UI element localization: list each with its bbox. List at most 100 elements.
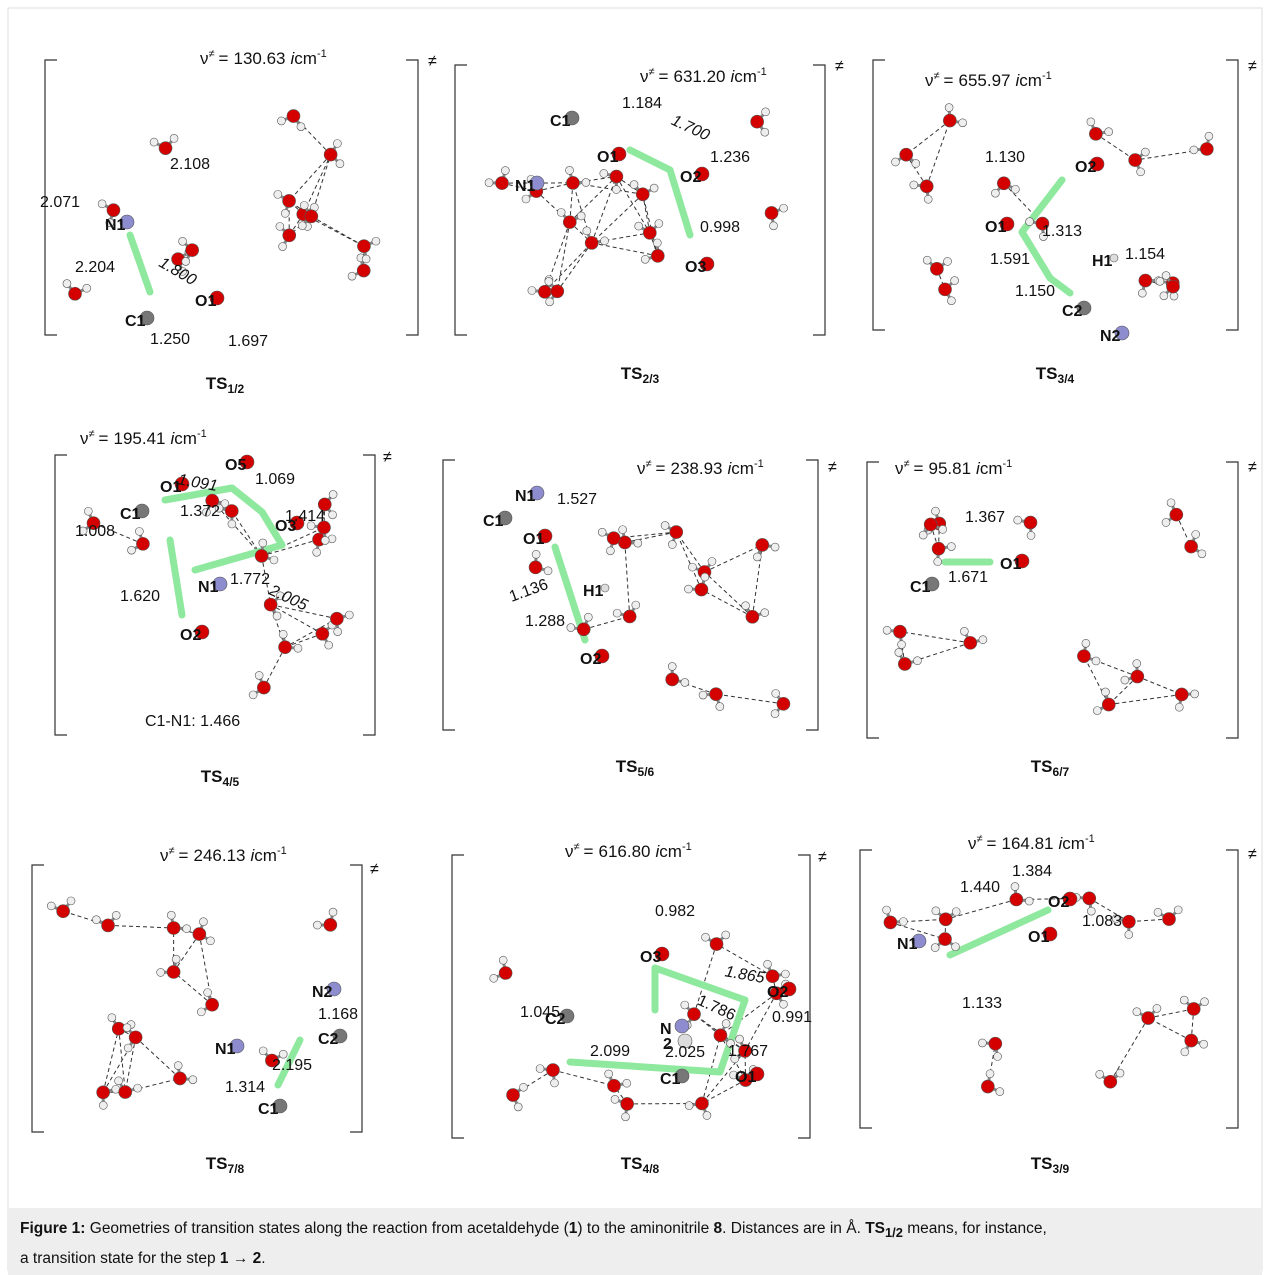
atom (167, 965, 180, 978)
ts-prefix: TS (1031, 1154, 1053, 1173)
atom (102, 919, 115, 932)
freq-eq: = (659, 67, 669, 86)
atom (329, 490, 337, 498)
atom (764, 960, 772, 968)
freq-value: 655.97 (958, 71, 1010, 90)
atom (898, 641, 906, 649)
atom (279, 641, 292, 654)
hydrogen-bond (1096, 134, 1135, 160)
atom (945, 104, 953, 112)
atom (514, 1103, 522, 1111)
atom (912, 159, 920, 167)
atom (986, 1070, 994, 1078)
atom (297, 123, 305, 131)
atom-label: C1 (550, 113, 571, 130)
distance-label: 1.154 (1125, 246, 1165, 263)
atom (538, 285, 551, 298)
atom (287, 110, 300, 123)
atom (225, 504, 238, 517)
atom (605, 1070, 613, 1078)
freq-value: 631.20 (673, 67, 725, 86)
atom (1163, 913, 1176, 926)
ts-prefix: TS (621, 1154, 643, 1173)
atom (150, 138, 158, 146)
atom (666, 673, 679, 686)
atom (710, 938, 723, 951)
ts-label: TS3/4 (1036, 364, 1075, 386)
atom (924, 195, 932, 203)
atom (913, 657, 921, 665)
ts-prefix: TS (206, 1154, 228, 1173)
atom (1187, 1002, 1200, 1015)
hydrogen-bond (311, 216, 364, 246)
atom (172, 955, 180, 963)
figure-page: ≠ν≠=130.63icm-1N1O1C12.0712.1081.8002.20… (0, 0, 1270, 1275)
atom (1201, 998, 1209, 1006)
distance-label: 1.069 (255, 471, 295, 488)
atom-label: O1 (735, 1069, 756, 1086)
atom (742, 602, 750, 610)
atom (546, 1064, 559, 1077)
ts-label: TS2/3 (621, 364, 660, 386)
hydrogen-bond (1148, 1018, 1191, 1041)
atom-label: O3 (640, 949, 661, 966)
bracket (452, 855, 464, 1138)
atom (1162, 518, 1170, 526)
atom (532, 550, 540, 558)
atom (348, 272, 356, 280)
atom (167, 911, 175, 919)
atom (1083, 892, 1096, 905)
ts-prefix: TS (201, 767, 223, 786)
bracket (363, 455, 375, 735)
atom (943, 114, 956, 127)
atom-label: O1 (523, 531, 544, 548)
freq-exp: -1 (277, 845, 287, 857)
atom (170, 134, 178, 142)
atom (257, 681, 270, 694)
freq-exp: -1 (1002, 458, 1012, 470)
distance-label: 1.083 (1082, 913, 1122, 930)
atom-label: O1 (195, 293, 216, 310)
atom (582, 178, 590, 186)
atom (736, 1035, 744, 1043)
freq-unit: cm (734, 67, 757, 86)
bracket (406, 60, 418, 335)
hydrogen-bond (264, 647, 285, 687)
atom (47, 902, 55, 910)
ts-mark: ≠ (828, 459, 837, 476)
ts-mark: ≠ (370, 861, 379, 878)
atom (372, 237, 380, 245)
atom (316, 627, 329, 640)
hydrogen-bond (136, 1037, 180, 1078)
atom (997, 177, 1010, 190)
atom (613, 609, 621, 617)
atom (751, 115, 764, 128)
atom (67, 897, 75, 905)
atom (621, 1097, 634, 1110)
ts-sub: 3/9 (1053, 1162, 1070, 1176)
atom (761, 128, 769, 136)
atom (708, 557, 716, 565)
freq-exp: -1 (317, 48, 327, 60)
atom (1125, 931, 1133, 939)
ts-prefix: TS (1031, 757, 1053, 776)
atom (1156, 277, 1164, 285)
atom (249, 691, 257, 699)
freq-unit: cm (980, 459, 1003, 478)
atom-label: N1 (515, 178, 536, 195)
ts-label: TS7/8 (206, 1154, 245, 1176)
freq-unit: cm (1062, 834, 1085, 853)
atom (279, 243, 287, 251)
atom (643, 226, 656, 239)
reaction-bond (170, 540, 182, 615)
distance-label: 1.414 (285, 508, 325, 525)
atom (709, 688, 722, 701)
atom (930, 262, 943, 275)
atom (1011, 883, 1019, 891)
distance-label: 1.136 (507, 576, 551, 606)
frequency: ν≠=246.13icm-1 (160, 845, 287, 866)
atom (128, 546, 136, 554)
hydrogen-bond (557, 243, 591, 291)
atom (959, 119, 967, 127)
atom (753, 553, 761, 561)
